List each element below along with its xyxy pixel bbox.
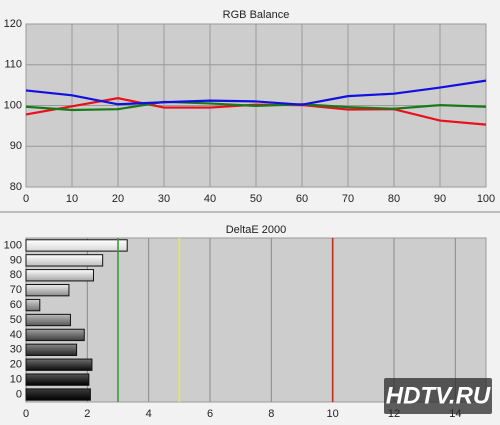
- y-tick-label: 100: [4, 239, 22, 251]
- y-tick-label: 70: [10, 284, 22, 296]
- x-tick-label: 40: [204, 193, 216, 205]
- bar: [25, 269, 94, 282]
- bar: [25, 239, 128, 252]
- y-tick-label: 80: [10, 269, 22, 281]
- y-tick-label: 60: [10, 299, 22, 311]
- bar: [25, 358, 93, 371]
- bar: [25, 313, 71, 327]
- x-tick-label: 70: [342, 193, 354, 205]
- x-tick-label: 90: [434, 193, 446, 205]
- y-tick-label: 40: [10, 329, 22, 341]
- y-tick-label: 10: [10, 374, 22, 386]
- bar: [25, 388, 91, 401]
- x-tick-label: 8: [268, 408, 274, 420]
- series-line: [25, 79, 487, 106]
- x-tick-label: 100: [477, 193, 495, 205]
- y-tick-label: 110: [4, 59, 22, 71]
- y-tick-label: 90: [10, 140, 22, 152]
- bar: [25, 328, 85, 342]
- x-tick-label: 60: [296, 193, 308, 205]
- bar: [25, 373, 90, 386]
- y-tick-label: 80: [10, 181, 22, 193]
- x-tick-label: 6: [207, 408, 213, 420]
- bar: [25, 254, 104, 267]
- x-tick-label: 10: [66, 193, 78, 205]
- x-tick-label: 20: [112, 193, 124, 205]
- chart-title: RGB Balance: [223, 9, 290, 21]
- x-tick-label: 2: [84, 408, 90, 420]
- y-tick-label: 90: [10, 254, 22, 266]
- x-tick-label: 10: [327, 408, 339, 420]
- y-tick-label: 20: [10, 359, 22, 371]
- series-line: [25, 100, 487, 112]
- watermark: HDTV.RU: [386, 382, 491, 409]
- x-tick-label: 80: [388, 193, 400, 205]
- y-tick-label: 100: [4, 99, 22, 111]
- x-tick-label: 0: [23, 193, 29, 205]
- y-tick-label: 120: [4, 18, 22, 30]
- y-tick-label: 50: [10, 314, 22, 326]
- x-tick-label: 30: [158, 193, 170, 205]
- watermark-box: [384, 378, 492, 414]
- bar: [25, 284, 70, 297]
- x-tick-label: 50: [250, 193, 262, 205]
- x-tick-label: 4: [146, 408, 152, 420]
- x-tick-label: 0: [23, 408, 29, 420]
- y-tick-label: 30: [10, 344, 22, 356]
- chart-title: DeltaE 2000: [226, 224, 287, 236]
- bar: [25, 343, 78, 356]
- bar: [25, 298, 41, 312]
- y-tick-label: 0: [16, 388, 22, 400]
